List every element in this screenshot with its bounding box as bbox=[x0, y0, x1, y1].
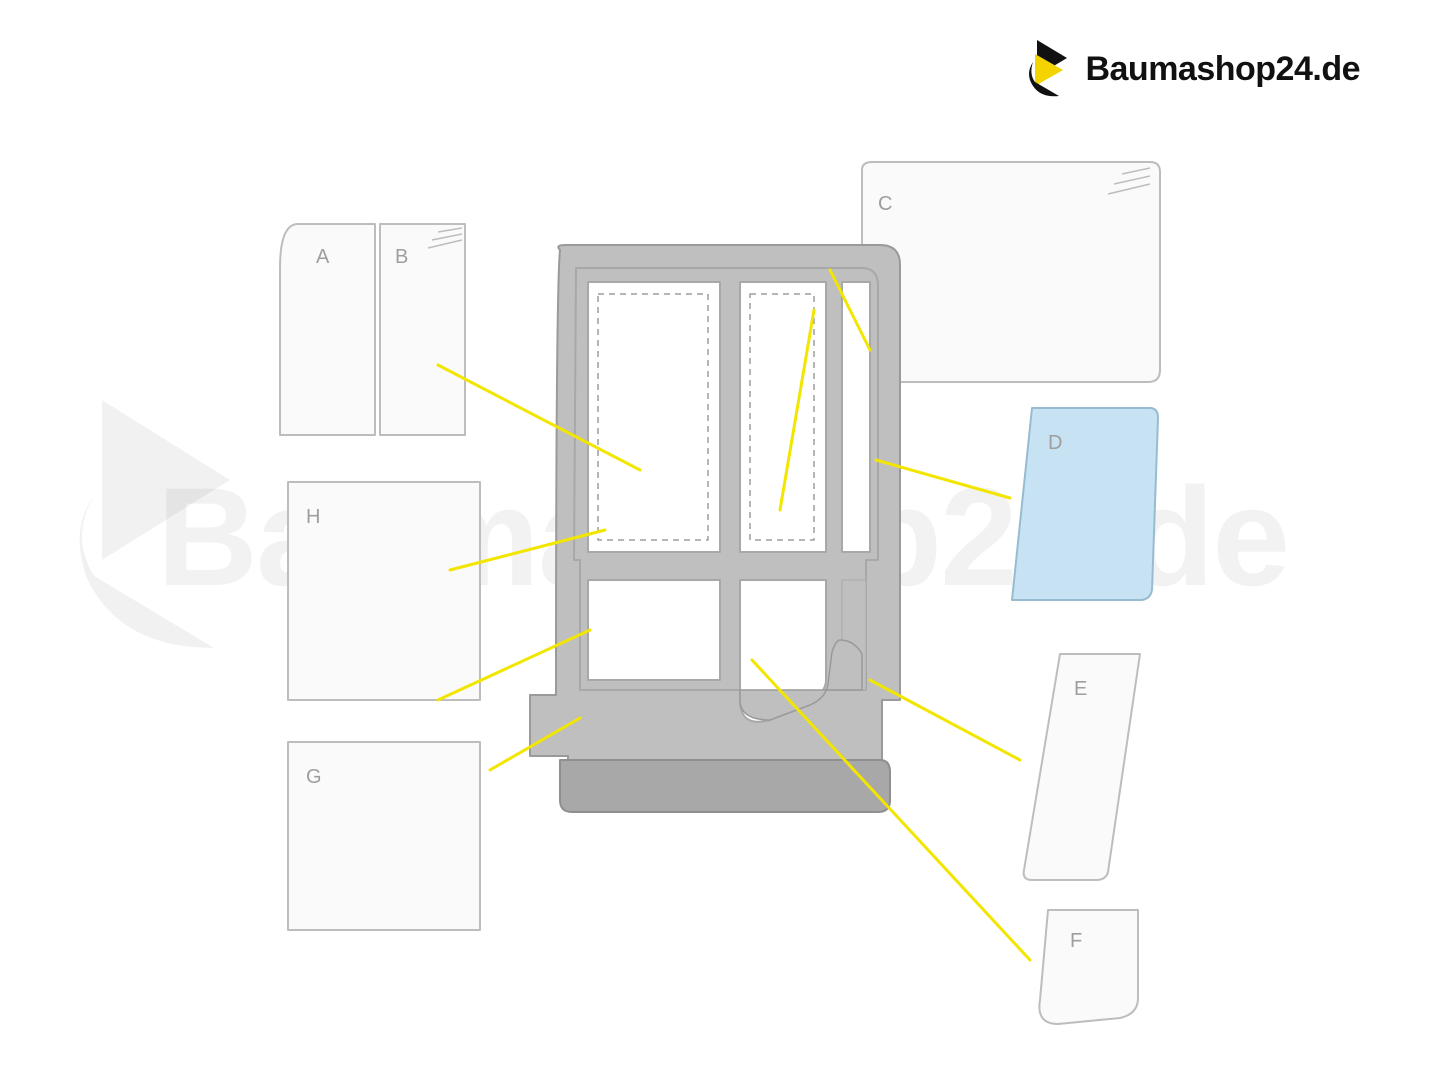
panel-label-D: D bbox=[1048, 432, 1062, 455]
diagram-stage: Baumashop24.de ABCDEFGH Baumashop24.de bbox=[0, 0, 1445, 1073]
logo-icon bbox=[1025, 40, 1075, 98]
panel-label-B: B bbox=[395, 246, 408, 269]
leader-line-7 bbox=[870, 680, 1020, 760]
panel-label-F: F bbox=[1070, 930, 1082, 953]
panel-C[interactable] bbox=[862, 162, 1160, 382]
panel-label-E: E bbox=[1074, 678, 1087, 701]
panel-label-H: H bbox=[306, 506, 320, 529]
panel-label-G: G bbox=[306, 766, 322, 789]
panel-F[interactable] bbox=[1039, 910, 1138, 1024]
cab-illustration bbox=[530, 245, 900, 812]
panel-label-A: A bbox=[316, 246, 329, 269]
panel-D[interactable] bbox=[1012, 408, 1158, 600]
panel-label-C: C bbox=[878, 193, 892, 216]
panel-B[interactable] bbox=[380, 224, 465, 435]
diagram-svg bbox=[0, 0, 1445, 1073]
brand-logo: Baumashop24.de bbox=[1025, 40, 1360, 98]
logo-text: Baumashop24.de bbox=[1085, 50, 1360, 89]
